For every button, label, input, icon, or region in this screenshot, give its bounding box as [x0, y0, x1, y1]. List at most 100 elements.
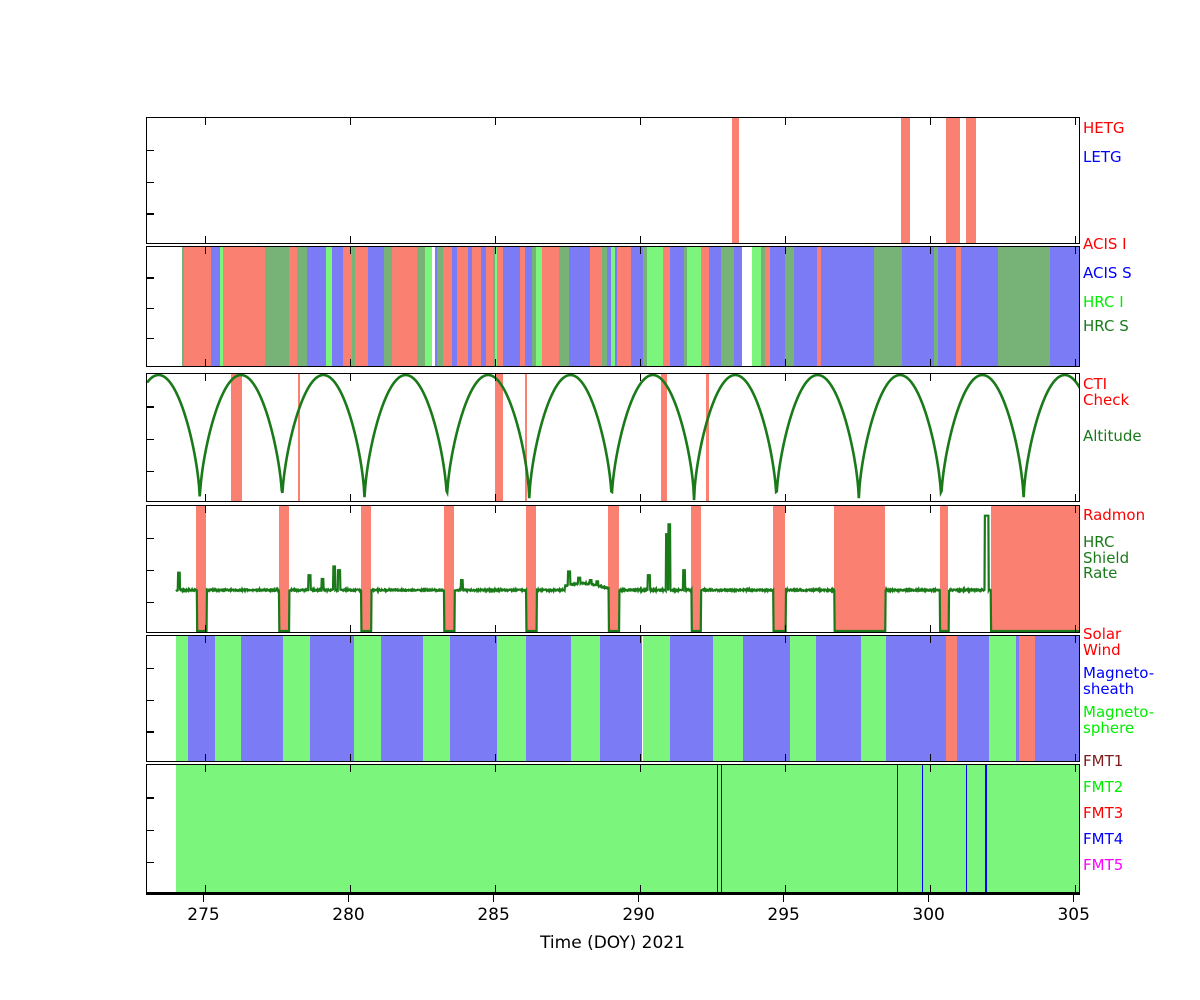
band-detector-acis-s	[733, 247, 742, 366]
x-tick	[1074, 765, 1077, 772]
band-radmon-radmon	[608, 506, 619, 632]
band-detector-acis-i	[541, 247, 559, 366]
legend-label-letg: LETG	[1083, 148, 1122, 166]
x-tick	[639, 885, 641, 892]
band-detector-acis-i	[497, 247, 503, 366]
band-detector-acis-s	[669, 247, 685, 366]
legend-label-hrc-shield-rate: HRC Shield Rate	[1083, 533, 1130, 582]
x-tick	[204, 506, 206, 513]
band-radmon-radmon	[939, 506, 949, 632]
x-tick	[494, 236, 496, 243]
band-detector-acis-s	[480, 247, 486, 366]
x-tick	[494, 636, 496, 643]
band-detector-acis-s	[938, 247, 956, 366]
legend-label-fmt4: FMT4	[1083, 830, 1124, 848]
band-region-magnetosheath	[450, 636, 497, 761]
x-tick	[1074, 236, 1077, 243]
y-tick	[146, 337, 154, 340]
x-axis-major-tick	[927, 894, 930, 902]
x-tick	[1074, 636, 1077, 643]
x-tick	[494, 118, 496, 125]
x-tick	[639, 374, 641, 381]
panel-format	[145, 764, 1080, 893]
x-tick	[204, 494, 206, 501]
x-tick	[639, 118, 641, 125]
y-tick	[146, 213, 154, 215]
x-tick	[639, 754, 641, 761]
band-detector-hrc-s	[934, 247, 939, 366]
band-detector-acis-s	[210, 247, 222, 366]
x-axis-title: Time (DOY) 2021	[540, 933, 685, 953]
x-tick	[929, 359, 932, 366]
plot-area-detector	[147, 247, 1079, 366]
band-grating-hetg	[900, 118, 910, 243]
band-detector-hrc-s	[352, 247, 356, 366]
panel-radmon	[145, 505, 1080, 633]
band-region-solar-wind	[1019, 636, 1035, 761]
y-tick	[146, 861, 154, 864]
y-tick	[146, 307, 154, 309]
band-altitude-cti-check	[706, 374, 709, 501]
band-detector-acis-i	[616, 247, 631, 366]
x-axis-tick-label: 285	[477, 905, 510, 925]
band-detector-acis-s	[709, 247, 721, 366]
band-detector-acis-s	[960, 247, 998, 366]
x-tick	[204, 754, 206, 761]
band-detector-hrc-i	[758, 247, 762, 366]
band-detector-hrc-i	[647, 247, 664, 366]
legend-label-fmt1: FMT1	[1083, 752, 1124, 770]
panel-grating	[145, 117, 1080, 244]
y-tick	[146, 470, 154, 473]
x-tick	[349, 374, 351, 381]
band-format-fmt4	[720, 765, 722, 892]
band-detector-hrc-s	[436, 247, 443, 366]
band-grating-hetg	[945, 118, 960, 243]
band-format-fmt4	[985, 765, 987, 892]
x-tick	[784, 885, 787, 892]
x-tick	[639, 494, 641, 501]
band-altitude-cti-check	[495, 374, 504, 501]
band-region-magnetosphere	[860, 636, 886, 761]
band-region-magnetosphere	[422, 636, 451, 761]
x-tick	[784, 359, 787, 366]
band-detector-hrc-i	[325, 247, 333, 366]
x-tick	[494, 625, 496, 632]
band-region-magnetosphere	[570, 636, 600, 761]
x-tick	[204, 765, 206, 772]
band-region-magnetosheath	[1016, 636, 1019, 761]
band-format-fmt4	[717, 765, 719, 892]
band-region-magnetosphere	[283, 636, 310, 761]
band-detector-acis-s	[568, 247, 590, 366]
y-tick	[146, 602, 154, 604]
x-tick	[349, 494, 351, 501]
legend-label-hrc-s: HRC S	[1083, 317, 1129, 335]
band-detector-acis-i	[471, 247, 481, 366]
x-axis-major-tick	[782, 894, 785, 902]
band-detector-acis-i	[457, 247, 469, 366]
band-detector-hrc-s	[558, 247, 569, 366]
band-altitude-cti-check	[661, 374, 667, 501]
altitude-curve	[146, 374, 1079, 501]
x-tick	[204, 236, 206, 243]
band-detector-acis-i	[955, 247, 961, 366]
band-detector-acis-s	[452, 247, 458, 366]
band-detector-hrc-s	[643, 247, 648, 366]
x-tick	[204, 247, 206, 254]
x-tick	[929, 636, 932, 643]
band-detector-hrc-s	[264, 247, 289, 366]
band-format-fmt4	[921, 765, 923, 892]
band-region-magnetosheath	[815, 636, 861, 761]
band-detector-hrc-i	[219, 247, 224, 366]
band-detector-acis-i	[817, 247, 821, 366]
x-tick	[1074, 625, 1077, 632]
band-region-magnetosheath	[188, 636, 215, 761]
band-format-fmt4	[965, 765, 967, 892]
x-axis-major-tick	[202, 894, 205, 902]
band-detector-acis-i	[184, 247, 211, 366]
band-radmon-radmon	[773, 506, 786, 632]
y-tick	[146, 731, 154, 733]
band-detector-hrc-i	[610, 247, 615, 366]
band-altitude-cti-check	[230, 374, 242, 501]
band-detector-acis-i	[485, 247, 494, 366]
x-tick	[784, 118, 787, 125]
